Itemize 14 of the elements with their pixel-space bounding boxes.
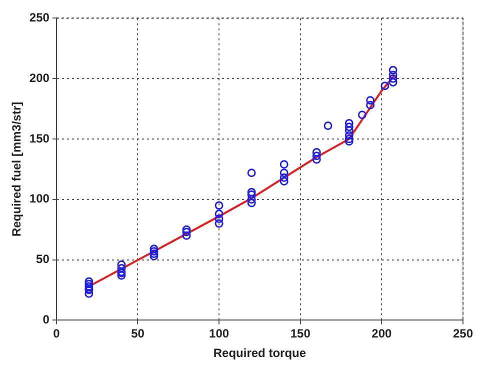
x-tick-label: 250 [452,326,474,341]
y-tick-label: 50 [36,252,50,266]
x-tick-label: 0 [53,326,60,341]
y-tick-label: 250 [29,10,50,25]
x-tick-label: 50 [131,326,145,341]
y-tick-label: 0 [42,312,50,327]
x-tick-label: 150 [290,326,311,341]
y-tick-label: 100 [29,192,50,206]
y-axis-title: Required fuel [mm3/str] [10,102,24,237]
x-tick-label: 100 [209,326,230,341]
x-axis-title: Required torque [213,346,306,360]
y-tick-label: 200 [29,70,50,85]
y-tick-label: 150 [29,131,50,146]
x-tick-label: 200 [372,326,392,341]
